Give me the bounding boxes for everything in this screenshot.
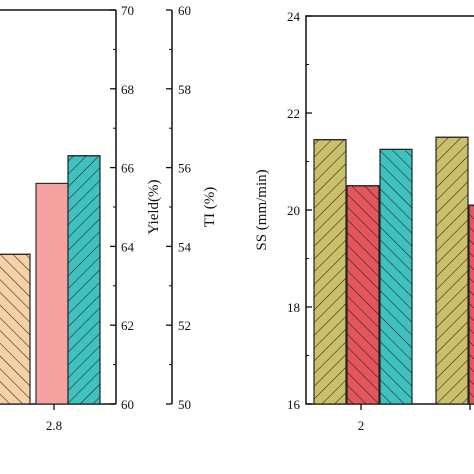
ss-tick-label-18: 18 xyxy=(287,300,300,315)
ti-tick-label-54: 54 xyxy=(178,239,192,254)
right-bar-s2-g1-hatch xyxy=(346,185,380,405)
yield-tick-label-60: 60 xyxy=(121,397,134,412)
left-bar-3-hatch xyxy=(67,155,101,405)
left-bars xyxy=(0,155,101,405)
ti-tick-label-56: 56 xyxy=(178,161,192,176)
yield-tick-label-64: 64 xyxy=(121,239,135,254)
ss-tick-label-20: 20 xyxy=(287,203,300,218)
ss-tick-label-16: 16 xyxy=(287,397,301,412)
right-bars xyxy=(313,136,474,405)
left-bar-1-hatch xyxy=(0,253,31,405)
ss-tick-label-24: 24 xyxy=(287,9,301,24)
yield-tick-label-62: 62 xyxy=(121,318,134,333)
yield-tick-label-66: 66 xyxy=(121,161,135,176)
yield-axis-ticks: 60 62 64 66 68 70 xyxy=(110,3,135,412)
ti-axis-ticks: 50 52 54 56 58 60 xyxy=(166,3,192,412)
right-bar-s3-g1-hatch xyxy=(379,148,413,405)
right-bar-s1-g2-hatch xyxy=(435,136,469,405)
right-panel: 16 18 20 22 24 2 SS (mm/min) xyxy=(254,9,474,433)
yield-tick-label-68: 68 xyxy=(121,82,134,97)
ss-axis-title: SS (mm/min) xyxy=(254,169,270,250)
ti-tick-label-50: 50 xyxy=(178,397,191,412)
left-panel: 60 62 64 66 68 70 50 52 54 56 58 60 2.8 Yield(%) T… xyxy=(0,3,218,433)
left-bar-2 xyxy=(35,182,69,405)
x-tick-label-2: 2 xyxy=(358,418,365,433)
ti-tick-label-58: 58 xyxy=(178,82,191,97)
ti-axis-title: TI (%) xyxy=(202,187,218,227)
ss-axis-ticks: 16 18 20 22 24 xyxy=(287,9,312,412)
right-bar-s1-g1-hatch xyxy=(313,139,347,405)
yield-tick-label-70: 70 xyxy=(121,3,134,18)
ss-tick-label-22: 22 xyxy=(287,106,300,121)
right-bar-s2-g2-hatch xyxy=(468,204,474,405)
ti-tick-label-52: 52 xyxy=(178,318,191,333)
x-tick-label-2-8: 2.8 xyxy=(46,418,62,433)
yield-axis-title: Yield(%) xyxy=(146,180,162,235)
ti-tick-label-60: 60 xyxy=(178,3,191,18)
